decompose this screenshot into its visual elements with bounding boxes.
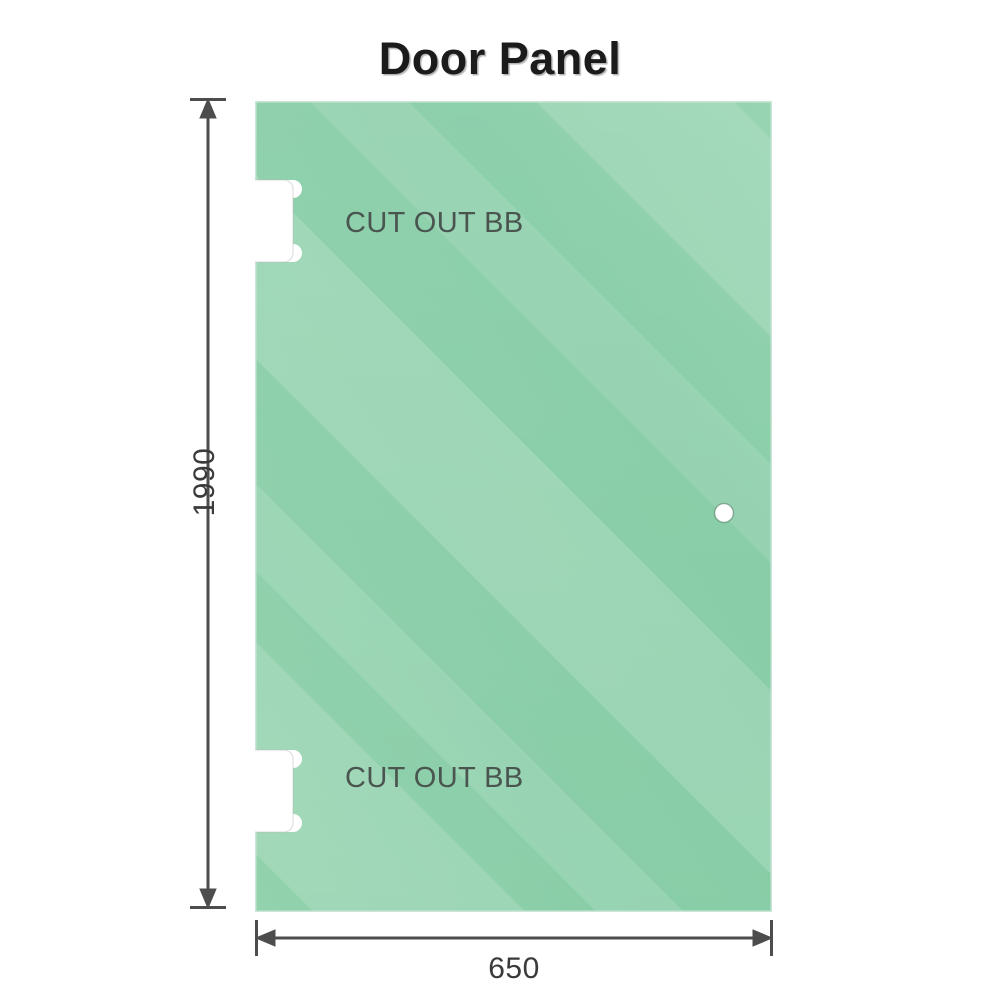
glass-door-panel xyxy=(255,101,772,912)
handle-hole-ring xyxy=(713,502,735,524)
page-title: Door Panel xyxy=(378,33,622,84)
panel-edge xyxy=(255,101,772,912)
cutout-label-bottom: CUT OUT BB xyxy=(345,762,524,794)
cutout-outlines xyxy=(255,179,294,833)
dimension-height xyxy=(190,97,226,910)
dimension-width-label: 650 xyxy=(488,952,540,985)
cutout-label-top: CUT OUT BB xyxy=(345,207,524,239)
dimension-height-label: 1990 xyxy=(188,447,221,517)
dimension-width xyxy=(254,920,774,956)
panel-graphic xyxy=(255,101,772,912)
